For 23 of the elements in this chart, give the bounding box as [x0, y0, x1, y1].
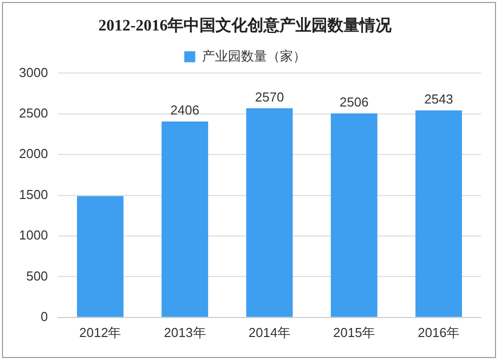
- y-tick-label: 2500: [19, 105, 48, 120]
- data-label: 2570: [255, 89, 284, 104]
- y-tick-label: 3000: [19, 64, 48, 80]
- bar: [76, 196, 124, 317]
- chart-title: 2012-2016年中国文化创意产业园数量情况: [98, 16, 393, 35]
- y-tick-label: 1500: [19, 186, 48, 202]
- x-tick-label: 2015年: [333, 324, 376, 340]
- x-tick-label: 2012年: [79, 324, 122, 340]
- bar: [330, 113, 378, 317]
- y-tick-label: 1000: [19, 228, 48, 243]
- x-tick-label: 2014年: [248, 324, 290, 340]
- bar: [415, 110, 462, 317]
- x-tick-label: 2016年: [418, 324, 460, 340]
- y-tick-label: 500: [26, 268, 48, 284]
- y-tick-label: 2000: [19, 146, 48, 162]
- bar: [246, 108, 293, 317]
- data-label: 2406: [170, 102, 200, 118]
- data-label: 2506: [340, 94, 369, 110]
- y-tick-label: 0: [40, 308, 48, 324]
- x-tick-label: 2013年: [164, 324, 206, 340]
- legend-label: 产业园数量（家）: [202, 48, 306, 64]
- bar: [162, 122, 208, 317]
- data-label: 2543: [424, 91, 454, 106]
